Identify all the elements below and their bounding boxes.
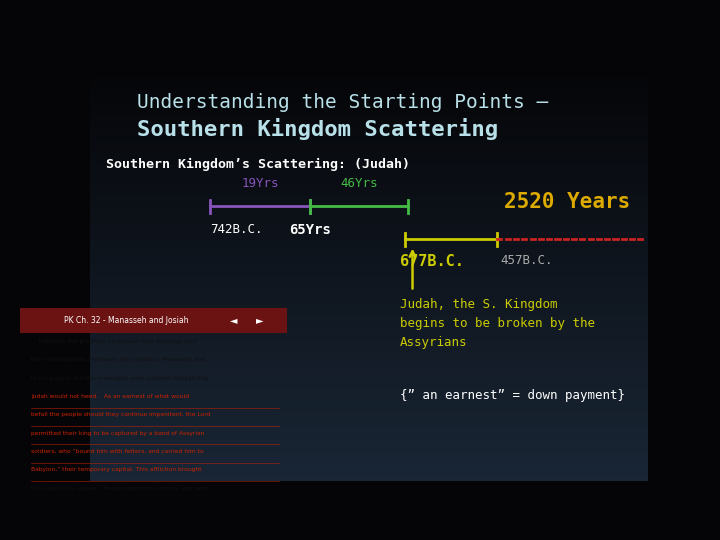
Text: befall the people should they continue impenitent, the Lord: befall the people should they continue i… [31, 413, 210, 417]
Text: Southern Kingdom Scattering: Southern Kingdom Scattering [138, 118, 498, 140]
Text: the king to his senses; “he besought the Lord his God, and: the king to his senses; “he besought the… [31, 486, 207, 491]
Text: 742B.C.: 742B.C. [210, 223, 263, 236]
Text: ►: ► [256, 315, 264, 326]
Text: Understanding the Starting Points –: Understanding the Starting Points – [138, 93, 549, 112]
Text: 677B.C.: 677B.C. [400, 254, 464, 269]
Text: 457B.C.: 457B.C. [500, 254, 553, 267]
Text: soldiers, who “bound him with fetters, and carried him to: soldiers, who “bound him with fetters, a… [31, 449, 204, 454]
Text: their exhortations; fearlessly they spoke to Manasseh and: their exhortations; fearlessly they spok… [31, 357, 205, 362]
Text: PK Ch. 32 - Manasseh and Josiah: PK Ch. 32 - Manasseh and Josiah [65, 316, 189, 325]
Text: to his people; but the messages were scorned; backsliding: to his people; but the messages were sco… [31, 375, 208, 381]
Text: Southern Kingdom’s Scattering: (Judah): Southern Kingdom’s Scattering: (Judah) [106, 158, 410, 171]
Text: 65Yrs: 65Yrs [289, 223, 331, 237]
Text: permitted their king to be captured by a band of Assyrian: permitted their king to be captured by a… [31, 431, 204, 436]
Text: 19Yrs: 19Yrs [241, 177, 279, 190]
Text: Faithfully the prophets continued their warnings and: Faithfully the prophets continued their … [31, 339, 196, 344]
Text: {” an earnest” = down payment}: {” an earnest” = down payment} [400, 389, 625, 402]
Text: Judah, the S. Kingdom
begins to be broken by the
Assyrians: Judah, the S. Kingdom begins to be broke… [400, 298, 595, 349]
FancyBboxPatch shape [20, 308, 287, 333]
Text: Babylon,” their temporary capital. This affliction brought: Babylon,” their temporary capital. This … [31, 468, 202, 472]
Text: ◄: ◄ [230, 315, 237, 326]
Text: 2520 Years: 2520 Years [504, 192, 630, 212]
Text: Judah would not heed.   As an earnest of what would: Judah would not heed. As an earnest of w… [31, 394, 189, 399]
Text: 46Yrs: 46Yrs [341, 177, 378, 190]
